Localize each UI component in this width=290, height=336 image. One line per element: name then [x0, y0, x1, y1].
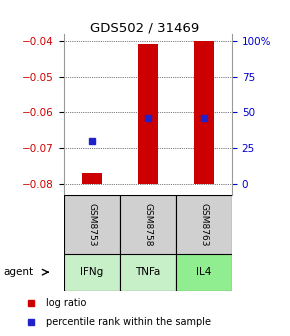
Bar: [82, 173, 102, 184]
Text: GSM8753: GSM8753: [87, 203, 96, 246]
Bar: [64, 195, 120, 254]
Bar: [120, 254, 176, 291]
Text: GDS502 / 31469: GDS502 / 31469: [90, 22, 200, 35]
Bar: [176, 254, 232, 291]
Text: IFNg: IFNg: [80, 267, 104, 277]
Bar: [176, 195, 232, 254]
Text: agent: agent: [3, 267, 33, 277]
Bar: [194, 41, 214, 184]
Text: IL4: IL4: [196, 267, 212, 277]
Bar: [138, 44, 158, 184]
Text: TNFa: TNFa: [135, 267, 161, 277]
Text: percentile rank within the sample: percentile rank within the sample: [46, 317, 211, 327]
Text: GSM8758: GSM8758: [143, 203, 153, 246]
Text: log ratio: log ratio: [46, 298, 86, 308]
Text: GSM8763: GSM8763: [200, 203, 209, 246]
Bar: [64, 254, 120, 291]
Bar: [120, 195, 176, 254]
